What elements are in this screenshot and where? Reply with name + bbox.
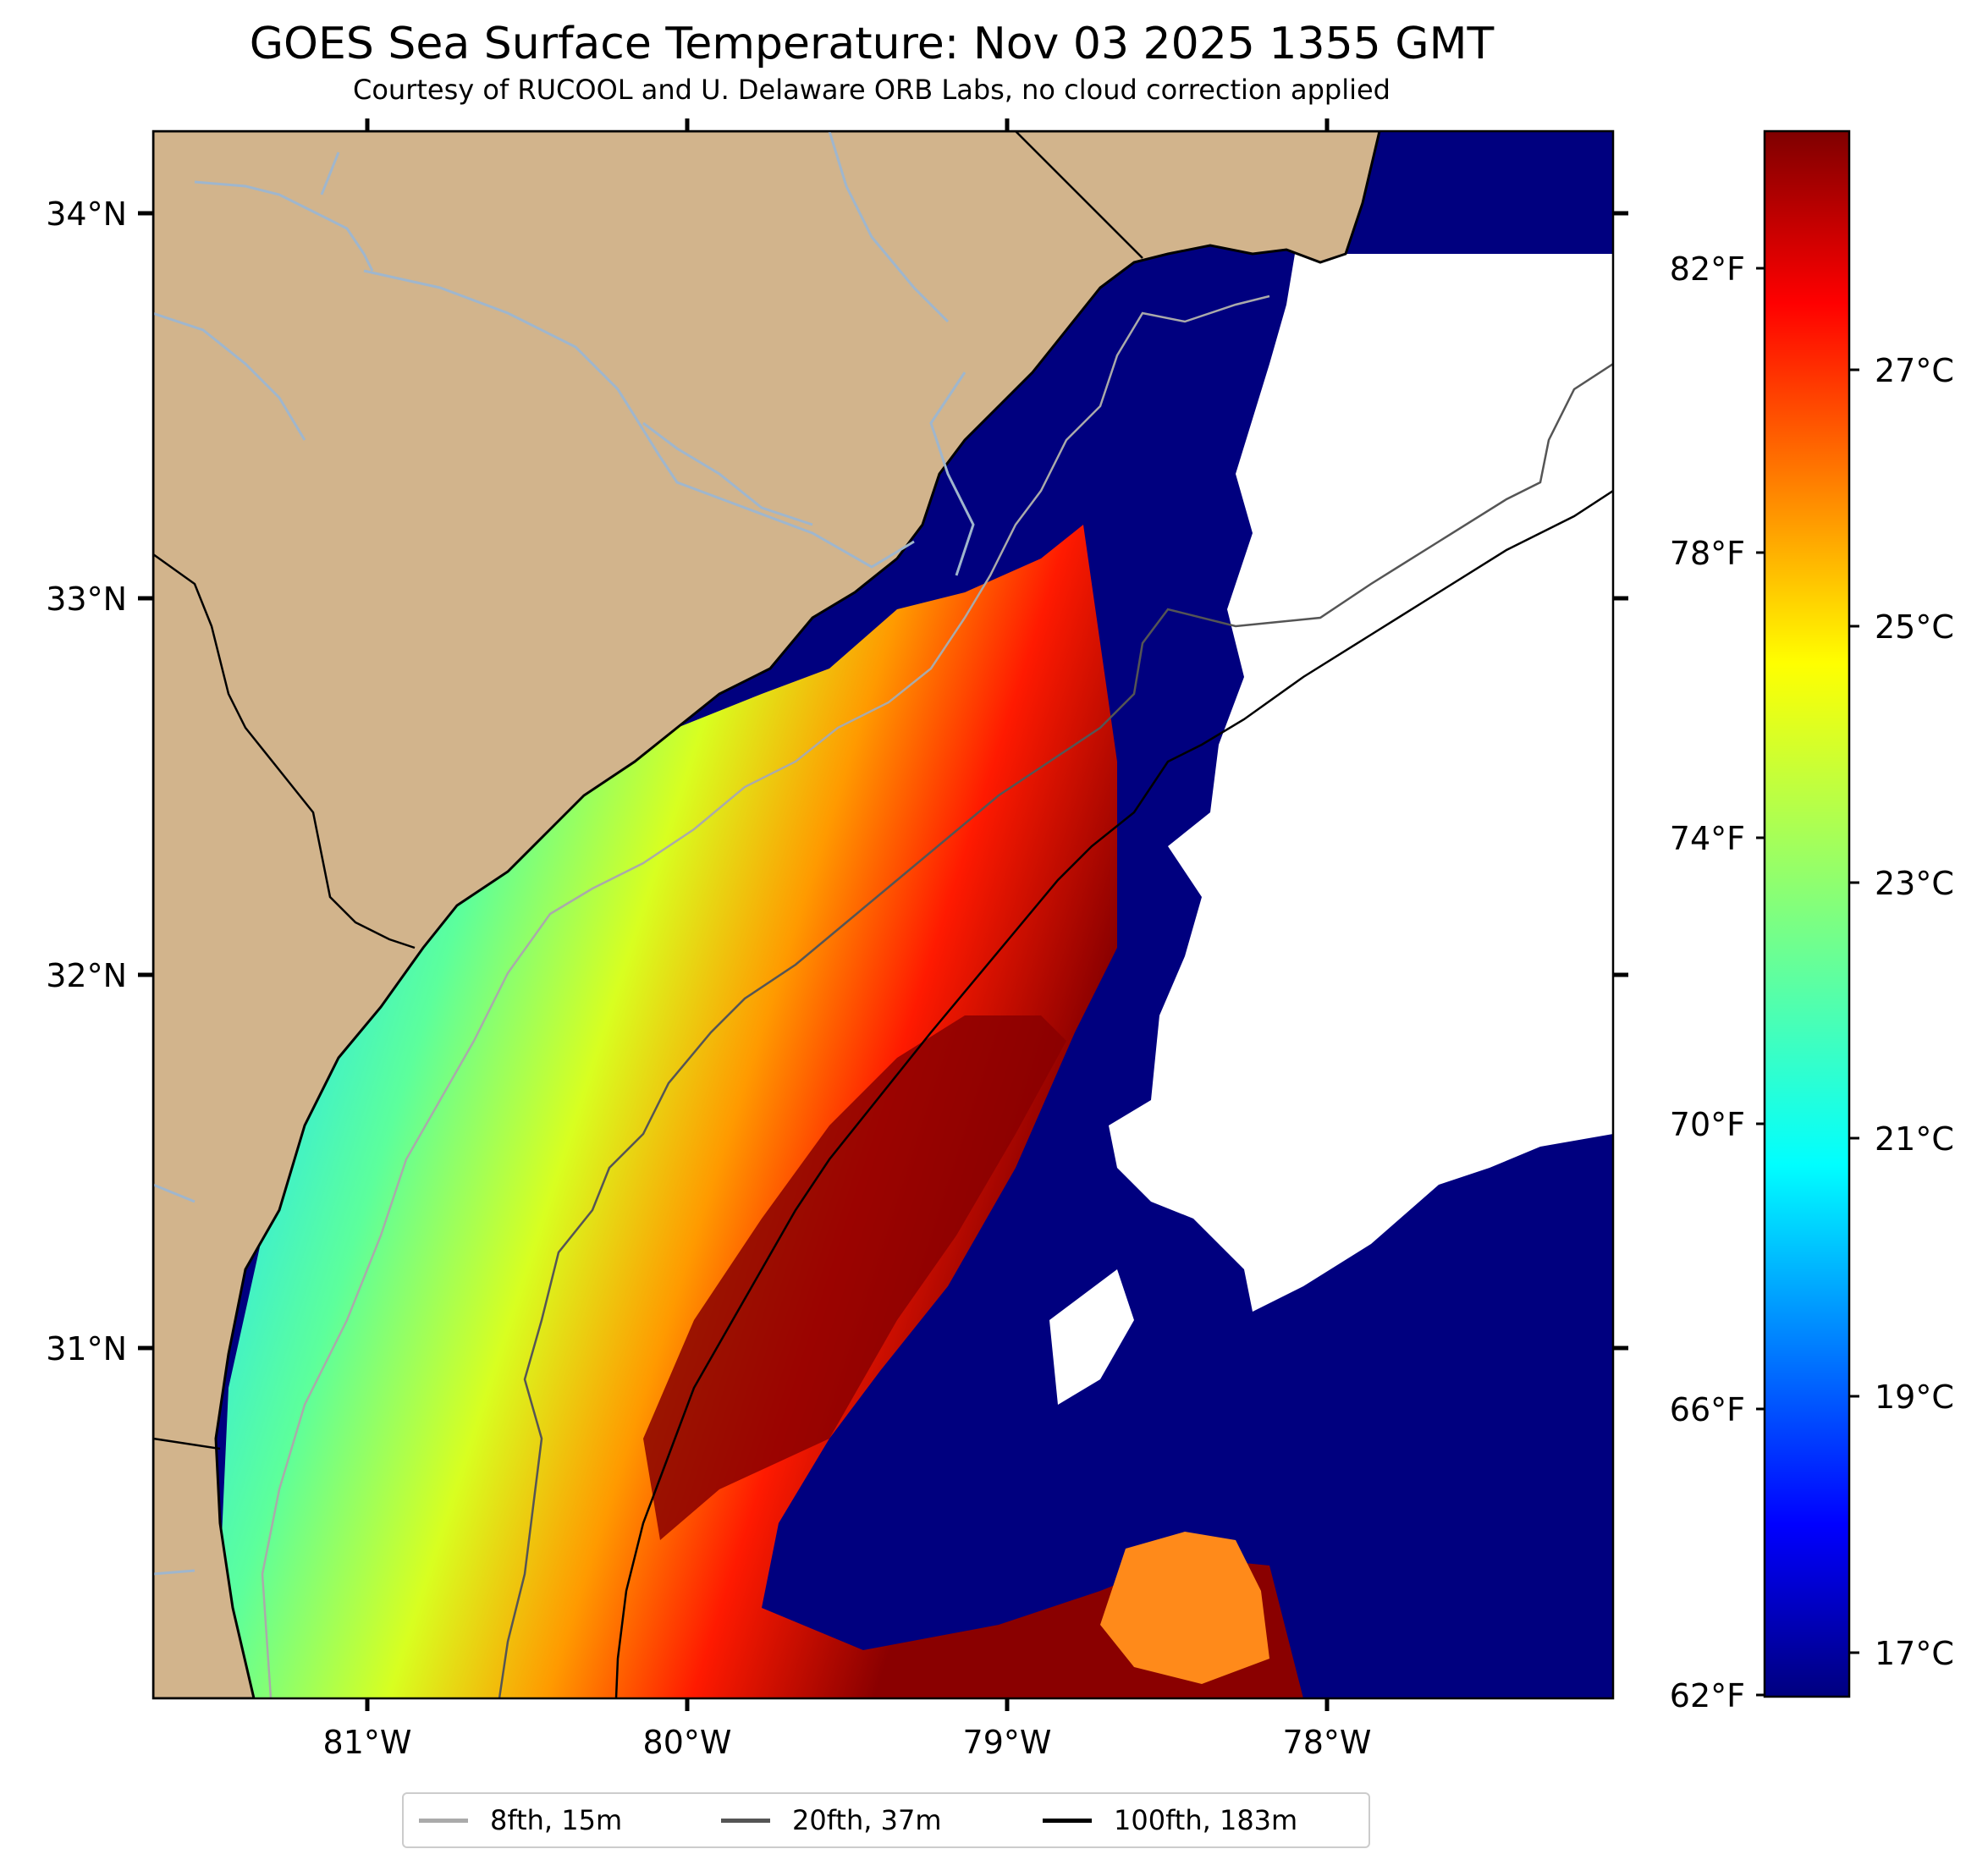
colorbar <box>1763 129 1851 1698</box>
legend-item-8fth: 8fth, 15m <box>419 1794 622 1846</box>
legend-swatch-20fth <box>721 1818 770 1823</box>
lat-tick-32n: 32°N <box>46 957 127 994</box>
lon-tick-79w: 79°W <box>963 1724 1052 1761</box>
colorbar-f-tick-70: 70°F <box>1670 1106 1745 1143</box>
colorbar-f-tick-82: 82°F <box>1670 250 1745 288</box>
state-border <box>153 131 1143 949</box>
gulf-stream-core <box>643 1015 1066 1540</box>
warm-patch-southeast <box>1100 1532 1269 1684</box>
rivers <box>153 131 975 1576</box>
map-panel <box>153 131 1613 1698</box>
colorbar-ticks <box>1756 267 1859 1697</box>
colorbar-c-tick-21: 21°C <box>1875 1120 1954 1158</box>
isobath-20fth <box>498 362 1613 1698</box>
isobath-100fth <box>614 489 1613 1698</box>
map-frame <box>151 129 1615 1700</box>
legend-swatch-100fth <box>1043 1818 1092 1823</box>
colorbar-c-tick-23: 23°C <box>1875 865 1954 902</box>
colorbar-f-tick-74: 74°F <box>1670 820 1745 857</box>
lat-tick-34n: 34°N <box>46 195 127 233</box>
legend-swatch-8fth <box>419 1818 468 1823</box>
lat-tick-33n: 33°N <box>46 581 127 618</box>
map-title: GOES Sea Surface Temperature: Nov 03 202… <box>249 19 1495 69</box>
sst-shelf-field <box>220 525 1303 1698</box>
lat-tick-31n: 31°N <box>46 1330 127 1367</box>
legend-label-8fth: 8fth, 15m <box>490 1804 623 1836</box>
legend-label-100fth: 100fth, 183m <box>1114 1804 1298 1836</box>
colorbar-c-tick-25: 25°C <box>1875 608 1954 646</box>
isobath-8fth <box>261 294 1270 1698</box>
map-subtitle: Courtesy of RUCOOL and U. Delaware ORB L… <box>353 74 1390 106</box>
state-border-south <box>153 1437 221 1450</box>
lon-tick-78w: 78°W <box>1283 1724 1372 1761</box>
lon-tick-81w: 81°W <box>323 1724 412 1761</box>
legend-label-20fth: 20fth, 37m <box>792 1804 942 1836</box>
colorbar-c-tick-17: 17°C <box>1875 1635 1954 1672</box>
colorbar-f-tick-66: 66°F <box>1670 1391 1745 1428</box>
colorbar-f-tick-62: 62°F <box>1670 1677 1745 1714</box>
lon-tick-80w: 80°W <box>643 1724 732 1761</box>
cloud-mask-east <box>1049 1269 1134 1405</box>
cloud-mask-northeast <box>1109 254 1613 1312</box>
colorbar-c-tick-19: 19°C <box>1875 1378 1954 1416</box>
colorbar-f-tick-78: 78°F <box>1670 535 1745 572</box>
isobath-legend: 8fth, 15m 20fth, 37m 100fth, 183m <box>402 1792 1370 1848</box>
land-mass <box>153 131 1381 1698</box>
legend-item-20fth: 20fth, 37m <box>721 1794 941 1846</box>
colorbar-c-tick-27: 27°C <box>1875 352 1954 389</box>
map-ticks <box>138 118 1628 1711</box>
legend-item-100fth: 100fth, 183m <box>1043 1794 1297 1846</box>
